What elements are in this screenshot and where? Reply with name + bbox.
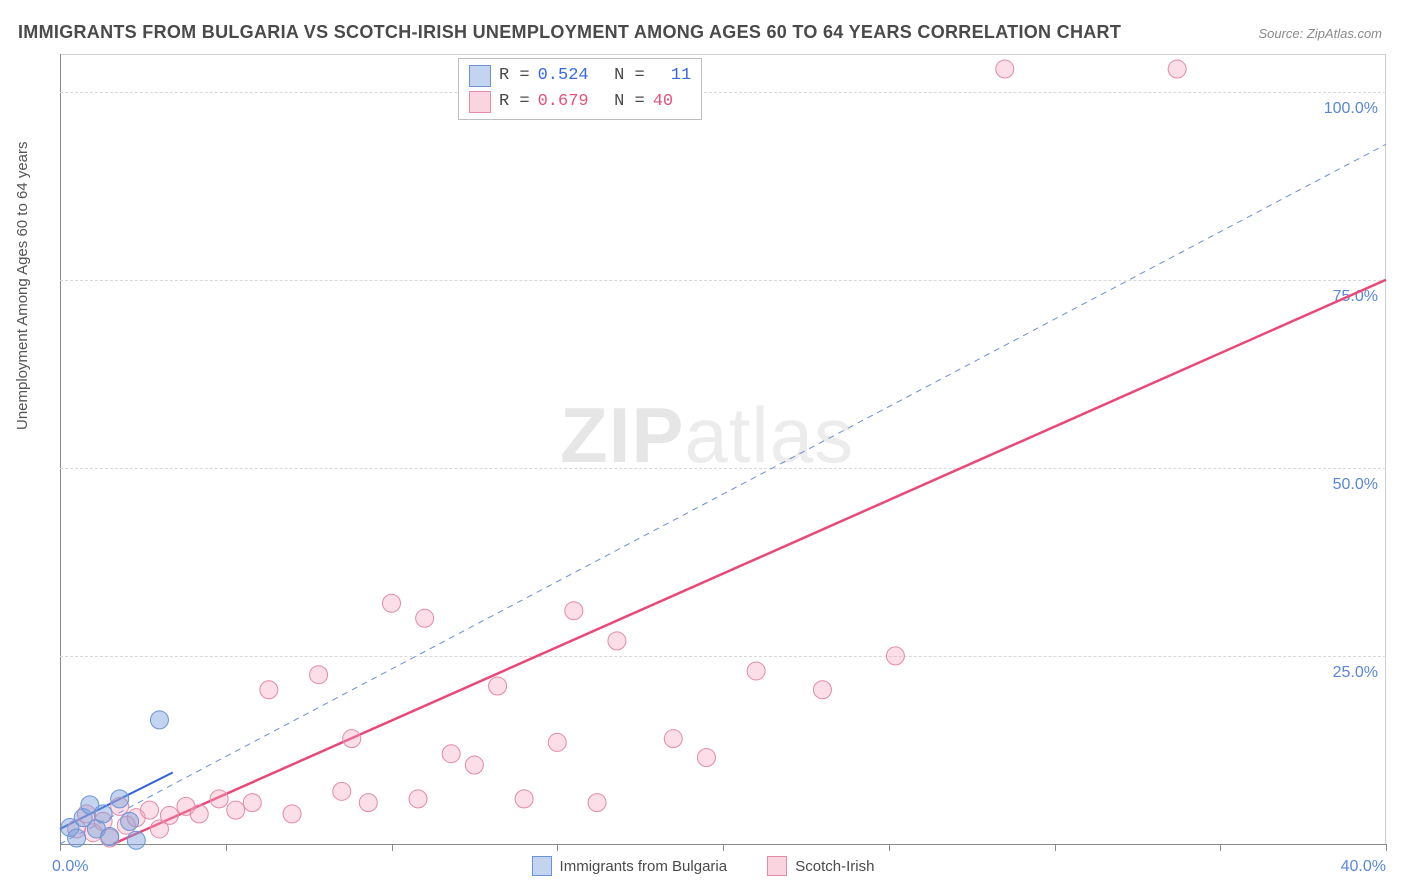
x-tick: [889, 844, 890, 851]
data-point-pink: [515, 790, 533, 808]
data-point-pink: [442, 745, 460, 763]
bottom-legend-item-blue: Immigrants from Bulgaria: [532, 856, 728, 876]
data-point-pink: [416, 609, 434, 627]
chart-svg: [60, 54, 1386, 844]
data-point-pink: [996, 60, 1014, 78]
data-point-pink: [210, 790, 228, 808]
data-point-pink: [343, 730, 361, 748]
n-value-blue: [653, 63, 663, 89]
x-tick: [60, 844, 61, 851]
data-point-blue: [111, 790, 129, 808]
y-axis-label: Unemployment Among Ages 60 to 64 years: [14, 141, 31, 430]
trend-line-pink: [113, 280, 1386, 844]
n-label: N =: [614, 89, 645, 115]
data-point-blue: [121, 812, 139, 830]
data-point-pink: [664, 730, 682, 748]
chart-title: IMMIGRANTS FROM BULGARIA VS SCOTCH-IRISH…: [18, 22, 1121, 43]
data-point-pink: [283, 805, 301, 823]
data-point-pink: [227, 801, 245, 819]
x-tick: [1386, 844, 1387, 851]
data-point-pink: [565, 602, 583, 620]
data-point-pink: [608, 632, 626, 650]
legend-row-blue: R = 0.524 N = 11: [469, 63, 691, 89]
bottom-legend: Immigrants from Bulgaria Scotch-Irish: [0, 856, 1406, 880]
x-tick: [1055, 844, 1056, 851]
legend-swatch-blue-icon: [532, 856, 552, 876]
x-tick: [1220, 844, 1221, 851]
bottom-legend-label-pink: Scotch-Irish: [795, 858, 874, 875]
x-tick: [392, 844, 393, 851]
legend-row-pink: R = 0.679 N = 40: [469, 89, 691, 115]
legend-swatch-pink-icon: [767, 856, 787, 876]
data-point-pink: [160, 806, 178, 824]
data-point-blue: [68, 829, 86, 847]
x-tick: [226, 844, 227, 851]
diagonal-reference-line: [60, 144, 1386, 844]
data-point-pink: [489, 677, 507, 695]
data-point-blue: [127, 831, 145, 849]
data-point-pink: [260, 681, 278, 699]
x-tick: [557, 844, 558, 851]
r-value-pink: 0.679: [538, 89, 589, 115]
correlation-legend: R = 0.524 N = 11 R = 0.679 N = 40: [458, 58, 702, 120]
x-tick: [723, 844, 724, 851]
legend-swatch-blue: [469, 65, 491, 87]
data-point-pink: [383, 594, 401, 612]
data-point-blue: [101, 827, 119, 845]
data-point-pink: [588, 794, 606, 812]
r-value-blue: 0.524: [538, 63, 589, 89]
r-label: R =: [499, 63, 530, 89]
data-point-pink: [243, 794, 261, 812]
data-point-blue: [150, 711, 168, 729]
data-point-pink: [465, 756, 483, 774]
data-point-pink: [409, 790, 427, 808]
data-point-pink: [747, 662, 765, 680]
r-label: R =: [499, 89, 530, 115]
data-point-pink: [1168, 60, 1186, 78]
data-point-blue: [94, 805, 112, 823]
data-point-pink: [548, 733, 566, 751]
data-point-pink: [697, 748, 715, 766]
n-value-pink: 40: [653, 89, 673, 115]
data-point-pink: [813, 681, 831, 699]
source-attribution: Source: ZipAtlas.com: [1258, 26, 1382, 41]
legend-swatch-pink: [469, 91, 491, 113]
data-point-pink: [310, 666, 328, 684]
n-label: N =: [614, 63, 645, 89]
bottom-legend-item-pink: Scotch-Irish: [767, 856, 874, 876]
data-point-pink: [359, 794, 377, 812]
data-point-pink: [141, 801, 159, 819]
data-point-pink: [333, 782, 351, 800]
data-point-pink: [190, 805, 208, 823]
bottom-legend-label-blue: Immigrants from Bulgaria: [560, 858, 728, 875]
data-point-pink: [886, 647, 904, 665]
